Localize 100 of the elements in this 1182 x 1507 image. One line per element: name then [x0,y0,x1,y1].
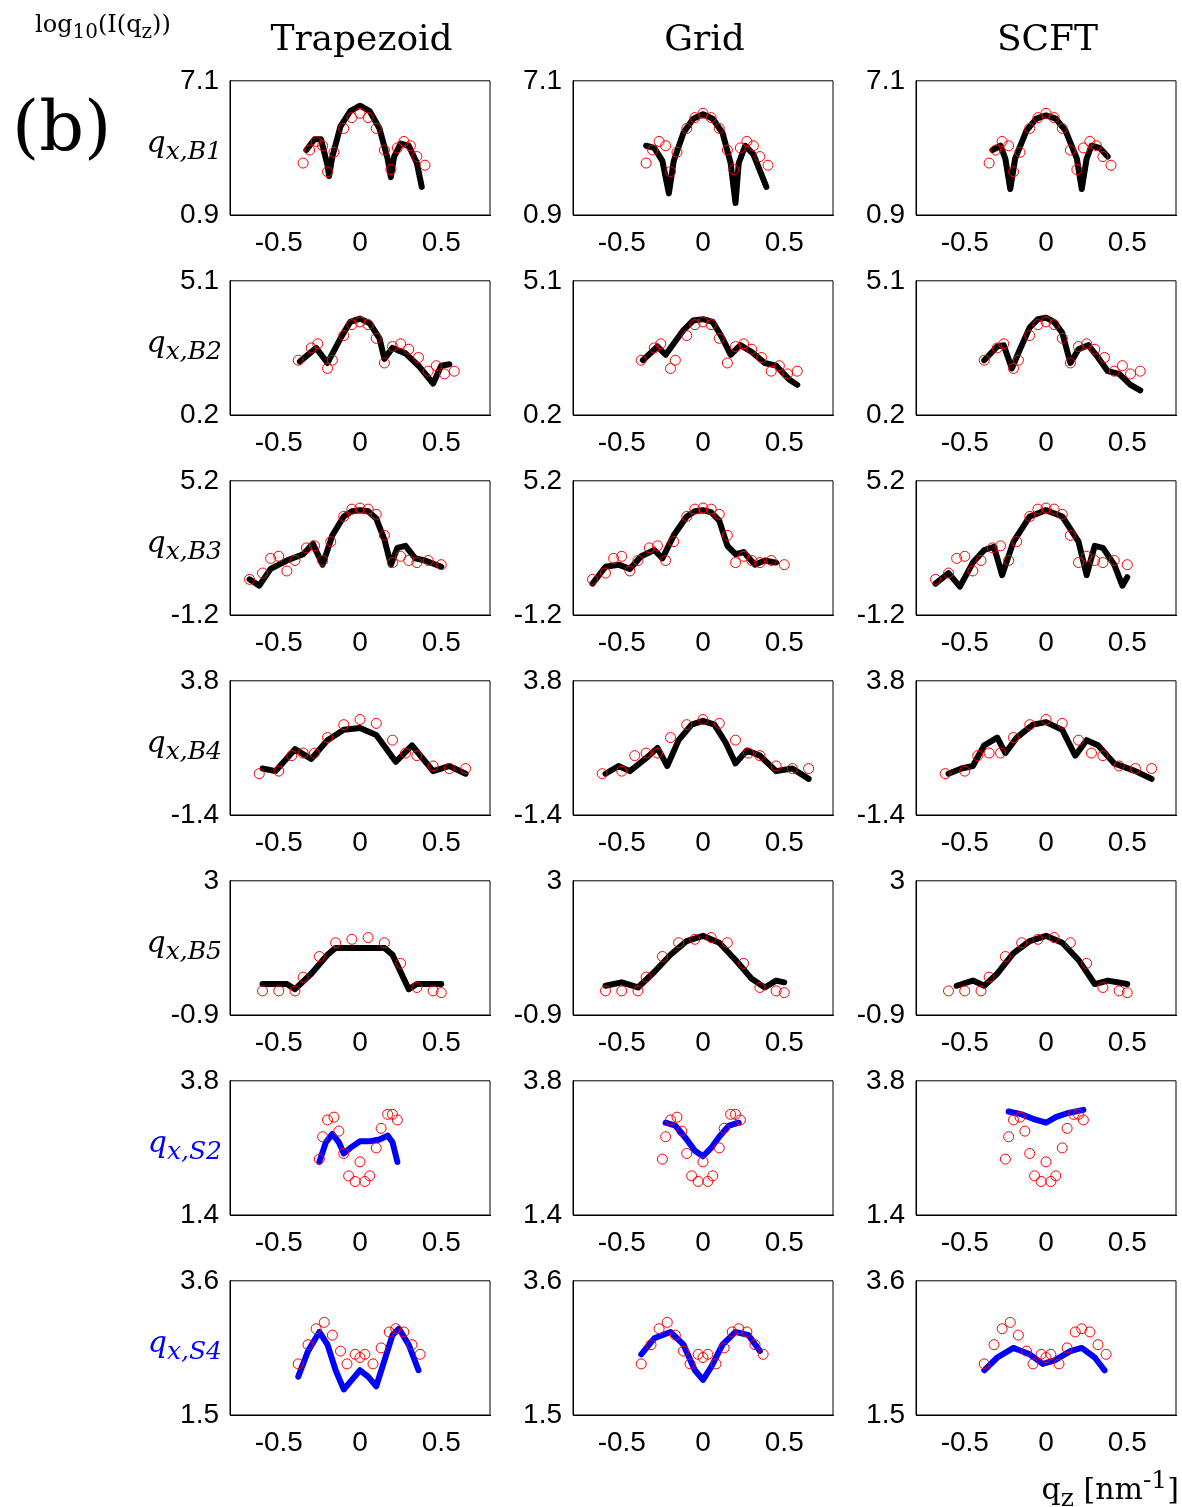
point [692,1348,704,1360]
point [689,319,701,331]
point [665,362,676,374]
x-tick-label: -0.5 [254,825,303,857]
point [635,354,647,366]
point [1032,503,1044,515]
point [668,536,680,548]
point [443,763,455,775]
point [1121,987,1133,999]
x-tick-label: 0 [695,1025,711,1057]
x-tick-label: -0.5 [597,625,646,657]
point [383,1326,395,1338]
x-tick-label: -0.5 [597,1025,646,1057]
y-tick-label: 3.6 [180,1263,219,1295]
y-tick-label: 3.6 [523,1263,562,1295]
y-tick-label: -0.9 [856,997,905,1029]
point [705,112,717,124]
point [1081,550,1093,562]
point [697,714,709,726]
point [411,750,423,762]
point [684,1358,696,1370]
point [1048,319,1060,331]
point [297,157,309,169]
point [756,351,767,363]
x-tick-label: -0.5 [940,425,989,457]
point [395,957,407,969]
point [378,144,390,156]
chart-title: SCFT [995,17,1100,58]
y-tick-label: 1.4 [866,1197,905,1229]
x-tick-label: -0.5 [597,225,646,257]
point [635,1358,647,1370]
point [1032,933,1044,945]
x-tick-label: 0 [1038,825,1054,857]
point [930,573,941,585]
point [395,338,407,350]
point [692,1175,704,1187]
point [721,529,733,541]
point [676,1125,688,1137]
point [1008,1114,1019,1126]
point [1045,1175,1057,1187]
y-tick-label: -1.4 [513,797,562,829]
point [697,502,709,514]
point [1019,1125,1031,1137]
point [681,122,693,134]
point [1084,135,1096,147]
point [1014,146,1026,158]
point [640,157,652,169]
point [338,1147,350,1159]
point [354,1351,366,1363]
point [370,508,382,520]
point [697,107,709,119]
text: (b) [12,85,112,167]
point [616,550,628,562]
x-tick-label: 0 [352,1025,368,1057]
point [1040,107,1052,119]
point [686,1170,698,1182]
y-tick-label: 5.1 [523,263,562,295]
point [430,360,442,372]
x-tick-label: 0.5 [764,225,804,257]
y-tick-label: 7.1 [866,63,905,95]
x-tick-label: 0 [352,1425,368,1457]
point [697,1156,709,1168]
point [322,362,333,374]
point [354,107,366,119]
point [1097,151,1109,163]
point [743,747,754,759]
point [632,554,644,566]
point [629,750,641,762]
point [1077,1114,1089,1126]
x-tick-label: -0.5 [597,1425,646,1457]
x-tick-label: -0.5 [940,1425,989,1457]
point [304,144,316,156]
y-tick-label: 0.2 [523,397,562,429]
point [387,341,398,353]
point [1077,142,1089,154]
x-tick-label: 0.5 [1107,825,1147,857]
point [328,1111,340,1123]
point [395,550,407,562]
point [411,981,423,993]
point [435,987,447,999]
point [1064,144,1076,156]
point [338,510,350,522]
point [1032,112,1044,124]
point [349,1348,361,1360]
point [943,567,954,579]
y-tick-label: 1.5 [523,1397,562,1429]
point [427,985,439,997]
point [390,1323,402,1335]
point [1056,332,1068,344]
point [1040,316,1052,328]
y-tick-label: 0.2 [180,397,219,429]
x-tick-label: 0 [1038,625,1054,657]
point [1024,1147,1036,1159]
point [653,135,665,147]
point [257,567,268,579]
y-tick-label: 1.4 [180,1197,219,1229]
point [370,1142,382,1154]
point [273,765,285,777]
point [1097,981,1109,993]
point [370,122,382,134]
